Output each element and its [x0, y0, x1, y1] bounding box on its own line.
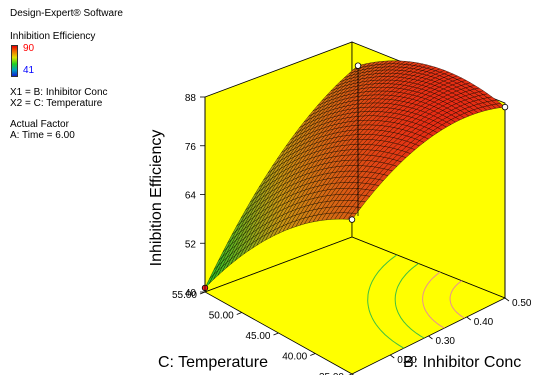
- z-tick-label: 64: [185, 191, 197, 202]
- contour-line: [367, 245, 413, 349]
- z-tick-label: 76: [185, 142, 197, 153]
- z-axis-title: Inhibition Efficiency: [148, 130, 165, 267]
- legend-max-value: 90: [23, 43, 35, 54]
- y-tick-mark: [199, 291, 206, 295]
- y-axis: 35.00 40.00 45.00 50.00 55.00: [172, 290, 353, 375]
- contour-line: [394, 256, 431, 339]
- y-tick-label: 45.00: [245, 331, 270, 342]
- actual-factor-title: Actual Factor: [10, 119, 69, 130]
- factor-x2-label: X2 = C: Temperature: [10, 98, 103, 109]
- z-tick-label: 88: [185, 93, 197, 104]
- y-tick-label: 40.00: [282, 352, 307, 363]
- x-tick-label: 0.50: [512, 298, 532, 309]
- y-tick-mark: [310, 353, 316, 356]
- y-axis-title: C: Temperature: [158, 354, 268, 371]
- y-tick-mark: [273, 332, 279, 336]
- design-point: [501, 103, 509, 111]
- legend-min-value: 41: [23, 65, 35, 76]
- software-label: Design-Expert® Software: [10, 8, 123, 19]
- response-name: Inhibition Efficiency: [10, 31, 96, 42]
- z-tick-label: 52: [185, 239, 197, 250]
- x-tick-mark: [390, 354, 395, 359]
- y-tick-mark: [236, 312, 242, 315]
- y-tick-label: 35.00: [319, 372, 344, 375]
- x-tick-label: 0.20: [397, 355, 417, 366]
- y-tick-label: 55.00: [172, 290, 197, 301]
- contour-line: [422, 266, 450, 329]
- x-tick-label: 0.30: [436, 336, 456, 347]
- x-tick-mark: [466, 316, 471, 321]
- z-tick-label: 40: [185, 288, 197, 299]
- response-surface: [204, 60, 506, 289]
- info-panel: Design-Expert® Software Inhibition Effic…: [10, 8, 123, 141]
- y-tick-mark: [348, 373, 353, 375]
- x-tick-mark: [428, 335, 433, 340]
- actual-factor-value: A: Time = 6.00: [10, 130, 75, 141]
- floor-contours: [367, 245, 469, 349]
- x-tick-label: 0.40: [474, 317, 494, 328]
- factor-x1-label: X1 = B: Inhibitor Conc: [10, 87, 108, 98]
- color-legend: 90 41: [10, 43, 123, 77]
- design-point: [348, 216, 356, 223]
- x-axis-title: B: Inhibitor Conc: [403, 354, 521, 371]
- y-tick-label: 50.00: [209, 311, 234, 322]
- legend-color-bar: [11, 45, 18, 77]
- z-axis: 40 52 64 76 88: [185, 93, 205, 299]
- design-point: [354, 62, 362, 69]
- x-tick-mark: [504, 297, 510, 302]
- contour-line: [449, 276, 469, 319]
